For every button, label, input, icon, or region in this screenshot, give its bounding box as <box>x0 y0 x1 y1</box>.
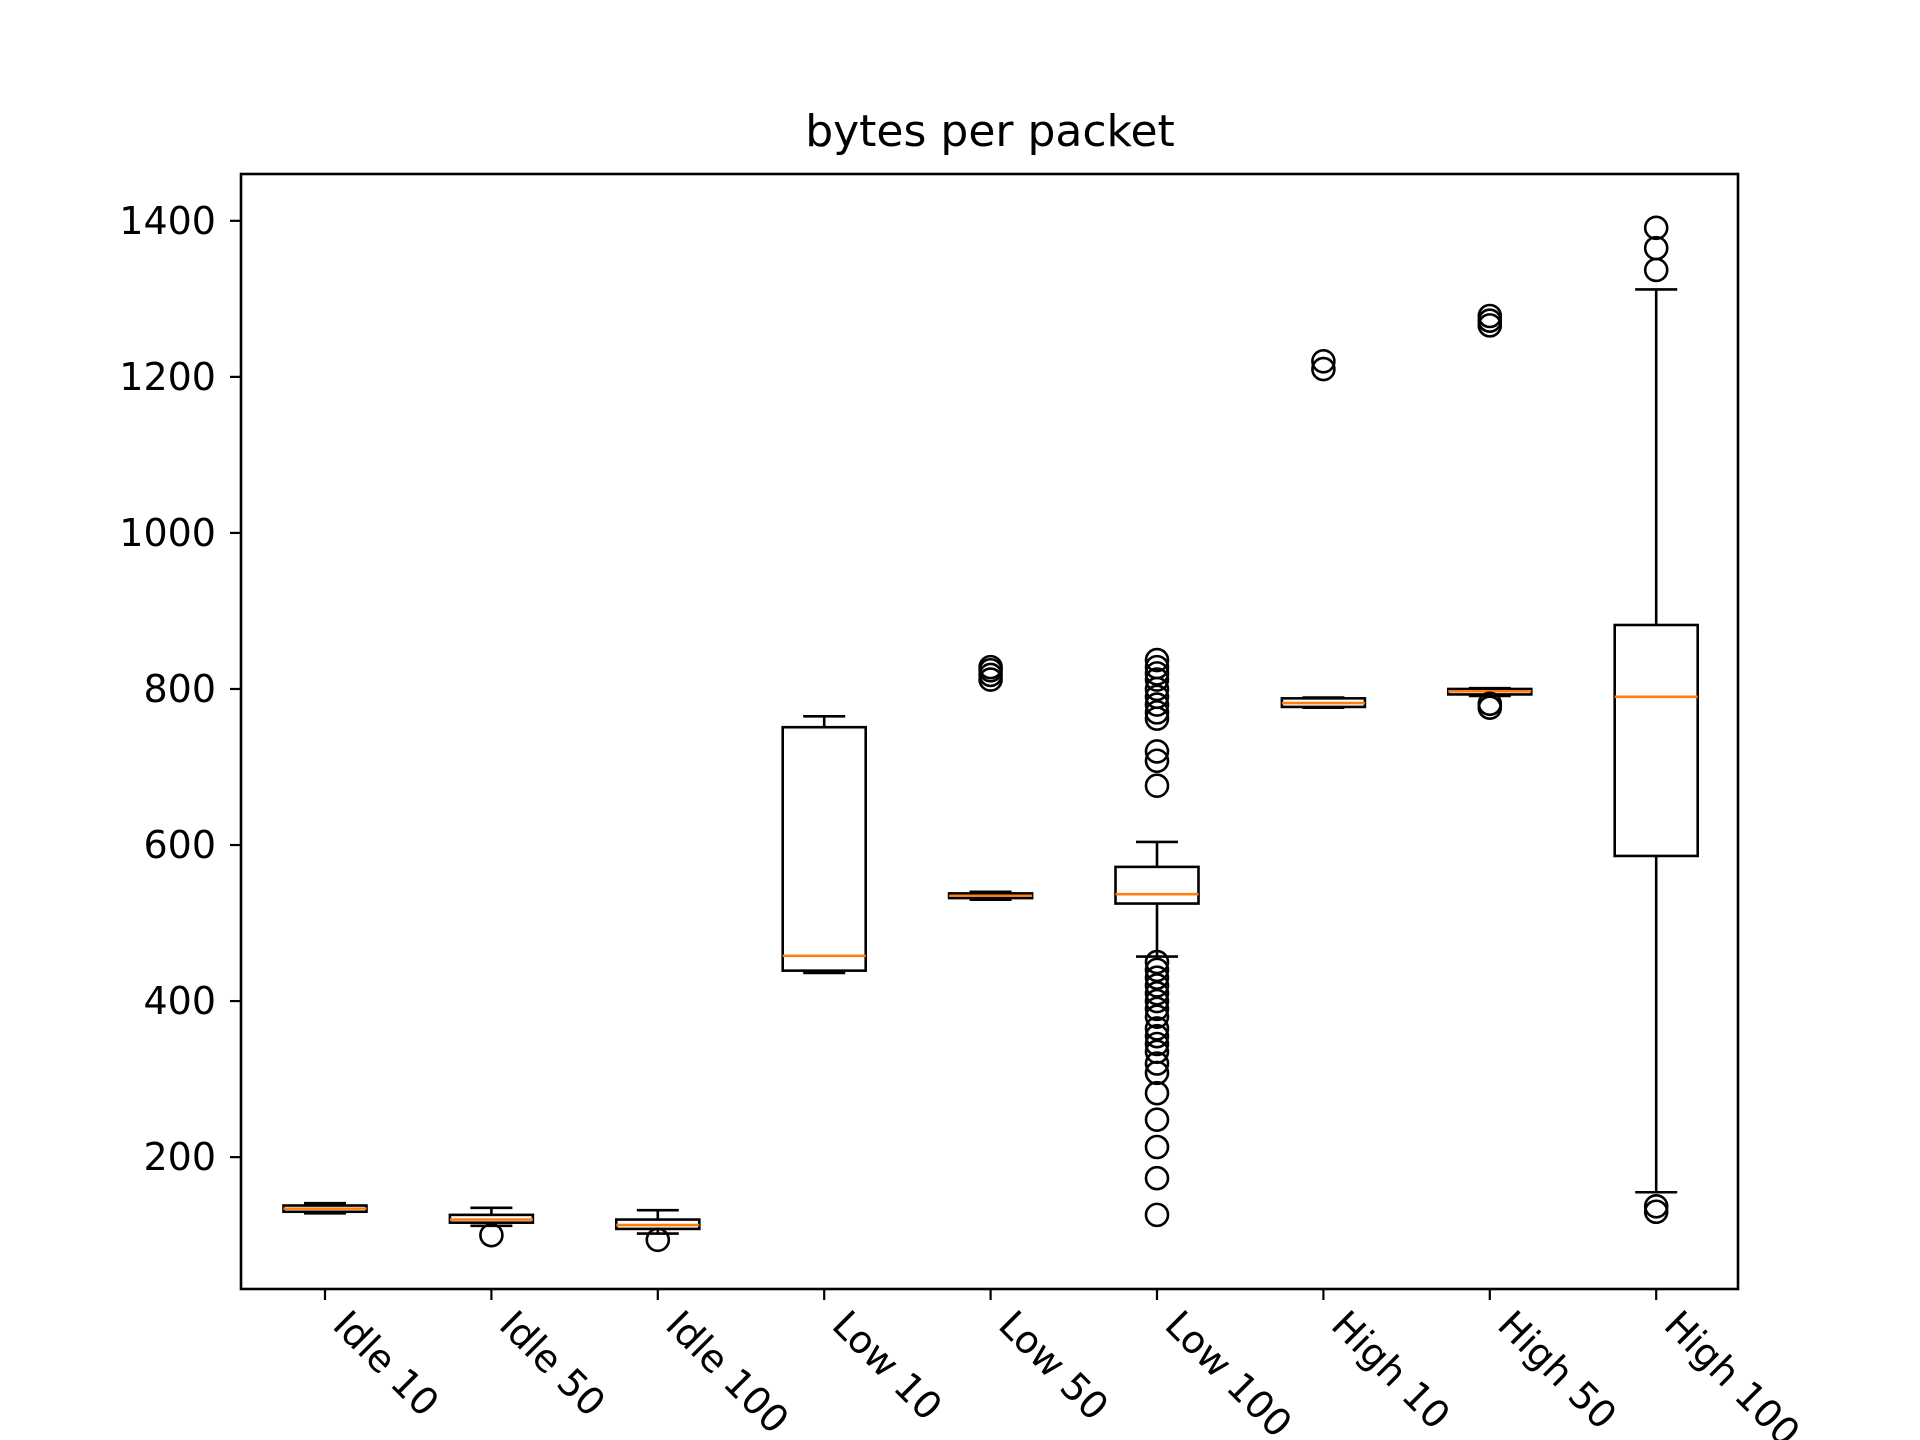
outlier-point <box>1144 667 1170 692</box>
outlier-point <box>1144 965 1170 990</box>
outlier-point <box>1643 235 1669 261</box>
box-group <box>282 1201 368 1215</box>
outlier-point <box>1144 1023 1170 1049</box>
outlier-point <box>1144 1134 1170 1160</box>
box-group <box>1280 348 1367 710</box>
outlier-point <box>1144 1060 1170 1086</box>
outlier-point <box>1477 303 1503 329</box>
outlier-point <box>1144 996 1170 1022</box>
outlier-point <box>1144 1202 1170 1228</box>
outlier-point <box>1144 1107 1170 1132</box>
outlier-point <box>1144 1165 1170 1191</box>
outlier-point <box>1144 988 1170 1014</box>
box-group <box>448 1206 535 1248</box>
y-tick-label: 200 <box>143 1135 216 1179</box>
outlier-point <box>1144 957 1170 983</box>
outlier-point <box>1144 700 1170 725</box>
box-iqr <box>1613 623 1699 858</box>
y-axis: 200 400 600 800 1000 1200 1400 <box>119 199 241 1179</box>
box-group <box>1447 303 1533 721</box>
box-group <box>781 714 868 975</box>
outlier-point <box>1144 973 1170 998</box>
box-group <box>614 1208 701 1253</box>
y-tick-label: 1200 <box>119 355 216 399</box>
box-group <box>1114 647 1200 1228</box>
outlier-point <box>1643 215 1669 241</box>
outlier-point <box>978 654 1003 680</box>
y-tick-label: 800 <box>143 667 216 711</box>
outlier-point <box>1144 661 1170 686</box>
box-group <box>1613 215 1699 1225</box>
outlier-point <box>1144 1051 1170 1076</box>
box-iqr <box>1114 865 1200 905</box>
outlier-point <box>1144 692 1170 717</box>
outlier-point <box>1144 706 1170 731</box>
outlier-point <box>1144 1016 1170 1041</box>
outlier-point <box>1311 348 1336 374</box>
outlier-point <box>1144 647 1170 673</box>
outlier-point <box>1144 980 1170 1006</box>
box-group <box>947 654 1034 901</box>
outlier-point <box>1144 773 1170 799</box>
y-tick-label: 1000 <box>119 511 216 555</box>
outlier-point <box>1643 1193 1669 1219</box>
box-iqr <box>781 725 868 972</box>
chart-title: bytes per packet <box>805 106 1175 157</box>
outlier-point <box>1144 739 1170 764</box>
y-tick-label: 600 <box>143 823 216 867</box>
y-tick-label: 400 <box>143 979 216 1023</box>
boxes-layer <box>282 215 1699 1253</box>
outlier-point <box>1144 1031 1170 1057</box>
y-tick-label: 1400 <box>119 199 216 243</box>
outlier-point <box>479 1222 504 1248</box>
outlier-point <box>1311 356 1336 382</box>
outlier-point <box>1144 748 1170 774</box>
outlier-point <box>1144 676 1170 702</box>
outlier-point <box>1144 1080 1170 1106</box>
outlier-point <box>1477 691 1503 717</box>
outlier-point <box>1144 1004 1170 1029</box>
outlier-point <box>1144 949 1170 975</box>
outlier-point <box>645 1227 671 1253</box>
